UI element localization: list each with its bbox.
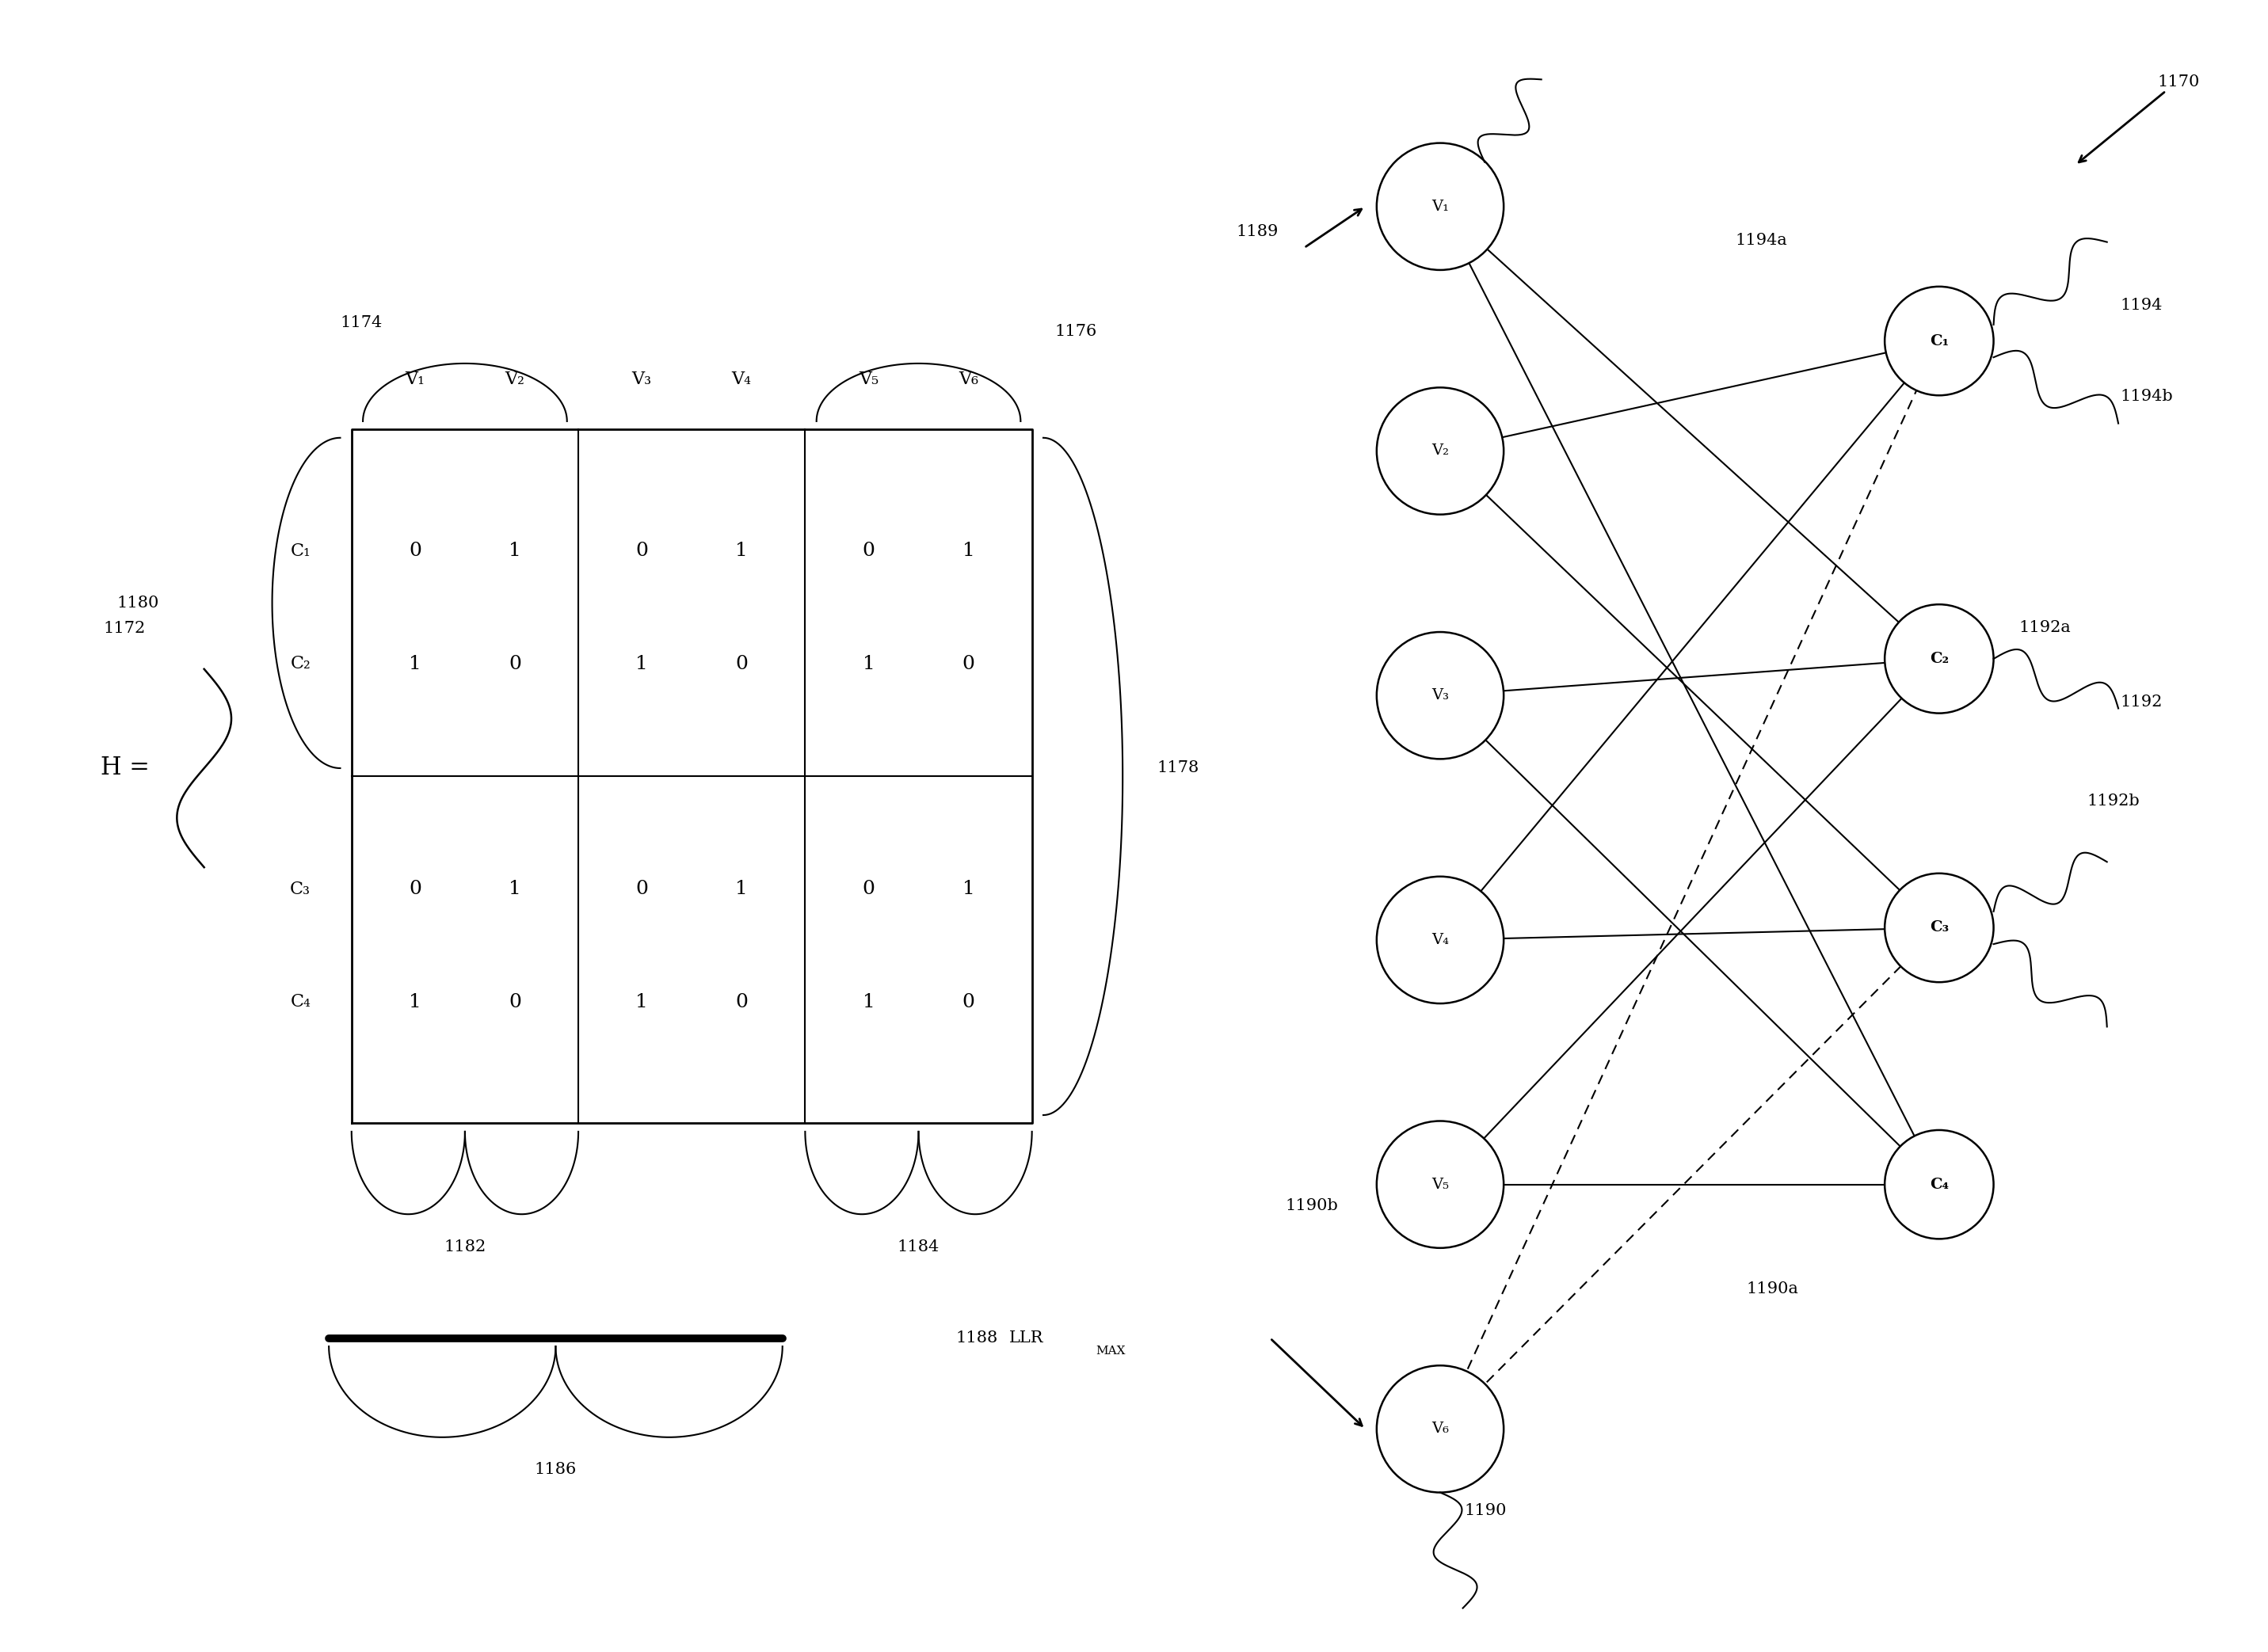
Text: 1192a: 1192a (2019, 620, 2071, 636)
Text: 0: 0 (635, 542, 649, 560)
Text: 1192b: 1192b (2087, 793, 2139, 809)
Text: 1186: 1186 (535, 1462, 576, 1477)
Text: 0: 0 (862, 881, 875, 899)
Text: V₁: V₁ (406, 370, 424, 388)
Text: V₃: V₃ (633, 370, 651, 388)
Text: C₂: C₂ (290, 654, 311, 672)
Text: 1182: 1182 (445, 1239, 485, 1254)
Text: 1190: 1190 (1465, 1503, 1506, 1518)
Text: 1: 1 (962, 881, 975, 899)
Text: H =: H = (100, 757, 150, 780)
Text: C₄: C₄ (290, 993, 311, 1011)
Circle shape (1885, 605, 1994, 714)
Text: 0: 0 (962, 993, 975, 1011)
Text: 1194a: 1194a (1735, 233, 1787, 248)
Text: MAX: MAX (1095, 1346, 1125, 1356)
Text: V₂: V₂ (506, 370, 524, 388)
Text: C₃: C₃ (290, 881, 311, 899)
Circle shape (1377, 633, 1504, 758)
Text: 0: 0 (735, 654, 748, 672)
Text: V₂: V₂ (1431, 444, 1449, 458)
Text: 1174: 1174 (340, 316, 383, 330)
Text: C₃: C₃ (1930, 920, 1948, 935)
Text: 1: 1 (962, 542, 975, 560)
Text: 0: 0 (735, 993, 748, 1011)
Text: LLR: LLR (1009, 1330, 1043, 1346)
Text: C₂: C₂ (1930, 651, 1948, 666)
Text: 1170: 1170 (2157, 74, 2200, 89)
Text: V₄: V₄ (733, 370, 751, 388)
Text: 1184: 1184 (898, 1239, 939, 1254)
Text: 0: 0 (962, 654, 975, 672)
Text: V₅: V₅ (1431, 1178, 1449, 1191)
Text: 1: 1 (635, 654, 649, 672)
Text: 1: 1 (635, 993, 649, 1011)
Text: C₄: C₄ (1930, 1178, 1948, 1191)
Text: 1: 1 (408, 993, 422, 1011)
Text: 1: 1 (408, 654, 422, 672)
Text: 1: 1 (735, 542, 748, 560)
Text: V₅: V₅ (860, 370, 878, 388)
Text: 1: 1 (862, 654, 875, 672)
Text: 1: 1 (508, 881, 522, 899)
Text: 1: 1 (508, 542, 522, 560)
Text: 1190a: 1190a (1746, 1280, 1799, 1297)
Circle shape (1885, 1130, 1994, 1239)
Circle shape (1377, 1366, 1504, 1492)
Text: 0: 0 (862, 542, 875, 560)
Text: 1190b: 1190b (1286, 1198, 1338, 1214)
Text: V₃: V₃ (1431, 689, 1449, 702)
Circle shape (1377, 877, 1504, 1003)
Text: V₁: V₁ (1431, 200, 1449, 213)
Text: 1194b: 1194b (2121, 388, 2173, 405)
Circle shape (1885, 874, 1994, 983)
Text: 1180: 1180 (116, 595, 159, 611)
Circle shape (1377, 1122, 1504, 1247)
Text: 0: 0 (635, 881, 649, 899)
Text: V₆: V₆ (959, 370, 978, 388)
Text: 0: 0 (508, 993, 522, 1011)
Text: 0: 0 (408, 542, 422, 560)
Text: C₁: C₁ (290, 542, 311, 560)
Text: C₁: C₁ (1930, 334, 1948, 349)
Text: 1192: 1192 (2121, 694, 2164, 710)
Text: 1188: 1188 (955, 1330, 998, 1346)
Text: 1176: 1176 (1055, 324, 1098, 339)
Text: 1: 1 (735, 881, 748, 899)
Text: 0: 0 (508, 654, 522, 672)
Text: V₆: V₆ (1431, 1422, 1449, 1436)
Circle shape (1377, 388, 1504, 514)
Circle shape (1377, 144, 1504, 269)
Text: 1178: 1178 (1157, 760, 1200, 776)
Text: 1172: 1172 (104, 621, 145, 636)
Text: 1: 1 (862, 993, 875, 1011)
Text: 1194: 1194 (2121, 297, 2164, 314)
Text: V₄: V₄ (1431, 933, 1449, 947)
Text: 1189: 1189 (1236, 225, 1279, 240)
Text: 0: 0 (408, 881, 422, 899)
Circle shape (1885, 286, 1994, 395)
